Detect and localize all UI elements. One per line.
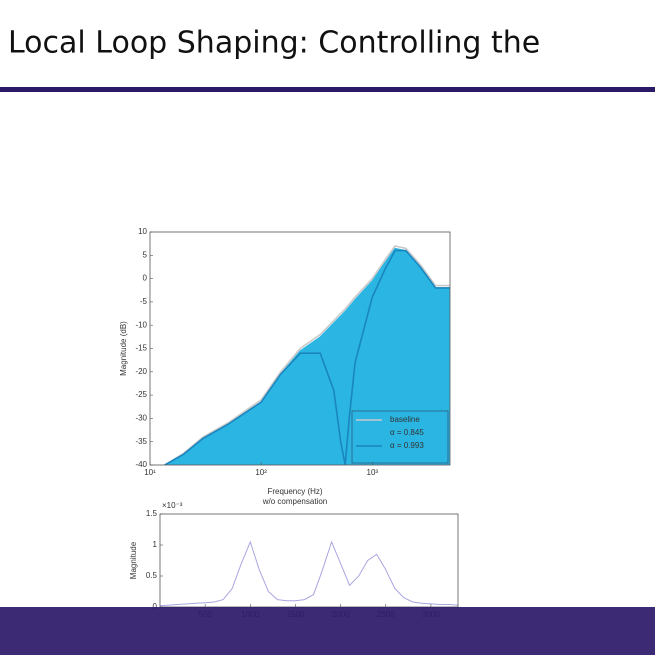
legend-label: α = 0.845 bbox=[390, 428, 424, 437]
line bbox=[164, 249, 450, 465]
y-tick-label: -25 bbox=[135, 390, 147, 399]
caption: w/o compensation bbox=[262, 497, 327, 506]
x-tick-label: 10¹ bbox=[144, 468, 156, 477]
plot-area bbox=[160, 514, 458, 607]
y-tick-label: 0 bbox=[143, 274, 148, 283]
legend-box bbox=[351, 410, 449, 464]
y-tick-label: -40 bbox=[135, 460, 147, 469]
y-tick-label: -20 bbox=[135, 367, 147, 376]
y-tick-label: -30 bbox=[135, 414, 147, 423]
y-tick-label: -5 bbox=[140, 297, 148, 306]
y-tick-label: 10 bbox=[138, 227, 147, 236]
y-tick-label: 1 bbox=[153, 540, 158, 549]
line bbox=[164, 245, 450, 465]
slide-title: Local Loop Shaping: Controlling the bbox=[8, 26, 540, 61]
plot-marks bbox=[160, 540, 458, 607]
legend-label: baseline bbox=[390, 415, 420, 424]
footer-bar bbox=[0, 607, 655, 655]
y-axis-label: Magnitude (dB) bbox=[119, 321, 128, 376]
y-axis-label: Magnitude bbox=[129, 541, 138, 579]
y-tick-label: 0.5 bbox=[146, 571, 158, 580]
x-tick-label: 10³ bbox=[367, 468, 379, 477]
y-tick-label: 0 bbox=[153, 602, 158, 611]
y-tick-label: 1.5 bbox=[146, 509, 158, 518]
y-multiplier: ×10⁻³ bbox=[162, 501, 183, 510]
y-tick-label: -15 bbox=[135, 344, 147, 353]
line bbox=[160, 540, 458, 607]
y-tick-label: -35 bbox=[135, 437, 147, 446]
title-rule bbox=[0, 87, 655, 92]
x-axis-label: Frequency (Hz) bbox=[267, 487, 322, 496]
x-tick-label: 10² bbox=[255, 468, 267, 477]
y-tick-label: 5 bbox=[143, 250, 148, 259]
y-tick-label: -10 bbox=[135, 320, 147, 329]
legend-label: α = 0.993 bbox=[390, 441, 424, 450]
